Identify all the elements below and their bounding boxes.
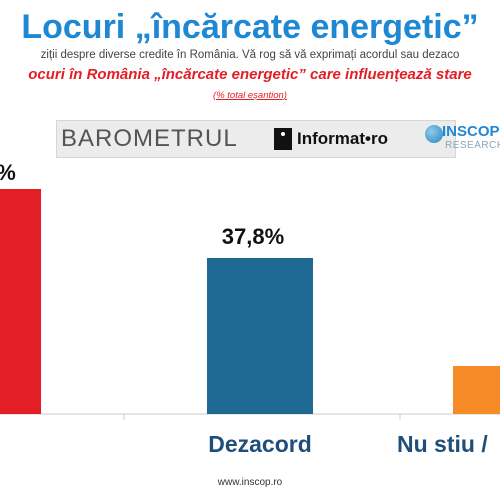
category-label: Dezacord (208, 431, 312, 457)
bar-0 (0, 189, 41, 414)
bar-2 (453, 366, 500, 414)
inscop-research-text: RESEARCH (445, 140, 500, 151)
chart-subtitle: ziții despre diverse credite în România.… (40, 49, 460, 61)
footer-url: www.inscop.ro (217, 477, 283, 488)
informat-logo-icon (274, 128, 292, 150)
inscop-logo-text: INSCOP (442, 123, 500, 140)
bar-1 (207, 258, 313, 414)
category-label: Nu stiu / (397, 431, 488, 457)
informat-logo-text: Informat•ro (297, 129, 388, 148)
barometer-label: BAROMETRUL (61, 125, 238, 152)
chart-title: Locuri „încărcate energetic” (21, 8, 479, 46)
inscop-globe-icon (425, 125, 443, 143)
bar-value-label: % (0, 160, 16, 185)
bar-value-label: 37,8% (222, 224, 284, 249)
sample-note: (% total eșantion) (213, 90, 287, 101)
survey-question: ocuri în România „încărcate energetic” c… (28, 66, 472, 83)
barometer-banner: BAROMETRUL Informat•ro INSCOP RESEARCH (56, 120, 500, 158)
